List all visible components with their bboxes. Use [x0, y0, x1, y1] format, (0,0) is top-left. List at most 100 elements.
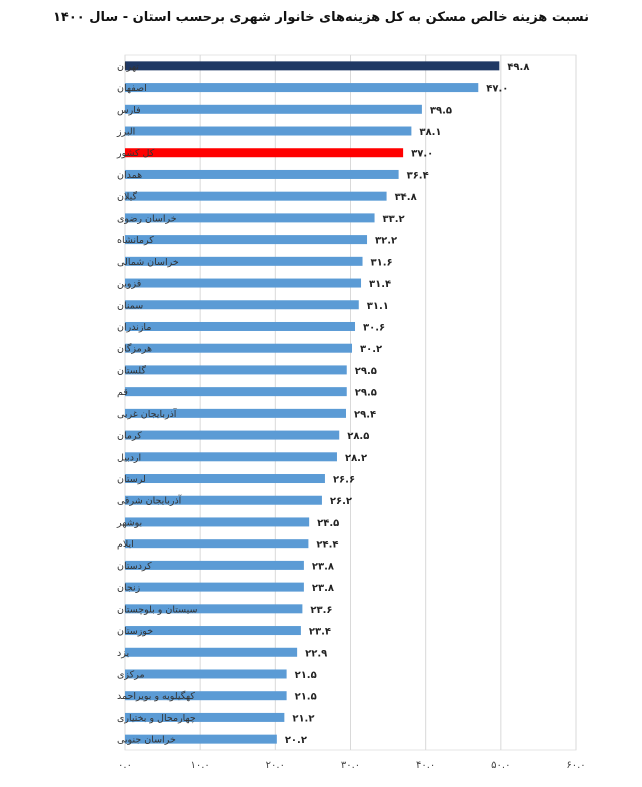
data-label: ۳۱.۴	[369, 279, 391, 290]
category-label: همدان	[117, 170, 142, 181]
data-label: ۴۹.۸	[507, 62, 529, 73]
category-label: کردستان	[117, 561, 152, 572]
category-label: کهگیلویه و بویراحمد	[117, 690, 195, 702]
x-tick-label: ۴۰.۰	[416, 760, 435, 771]
category-label: کرمانشاه	[117, 235, 154, 246]
data-label: ۳۰.۶	[363, 322, 385, 333]
category-label: مرکزی	[117, 669, 145, 680]
category-label: قم	[117, 387, 128, 398]
data-label: ۲۱.۲	[292, 713, 314, 724]
data-label: ۲۳.۶	[310, 605, 332, 616]
category-label: سیستان و بلوچستان	[117, 604, 197, 615]
bar	[125, 61, 500, 71]
x-tick-label: ۲۰.۰	[266, 760, 285, 771]
bar	[125, 213, 375, 223]
data-label: ۳۸.۱	[419, 127, 441, 138]
category-label: زنجان	[117, 583, 141, 594]
data-label: ۲۶.۲	[330, 496, 352, 507]
bar	[125, 126, 412, 136]
bar	[125, 517, 310, 527]
data-label: ۳۱.۱	[367, 301, 389, 312]
data-label: ۲۳.۸	[312, 561, 334, 572]
category-label: گیلان	[117, 191, 138, 203]
bar	[125, 712, 285, 722]
x-tick-label: ۰.۰	[118, 760, 132, 771]
category-label: آذربایجان شرقی	[117, 494, 182, 507]
data-label: ۳۴.۸	[395, 192, 417, 203]
data-label: ۳۱.۶	[371, 257, 393, 268]
bar	[125, 582, 304, 592]
bar	[125, 647, 298, 657]
category-label: اصفهان	[117, 83, 147, 94]
bar	[125, 452, 337, 462]
data-label: ۳۹.۵	[430, 105, 452, 116]
bar	[125, 83, 479, 93]
bar	[125, 300, 359, 310]
category-label: هرمزگان	[117, 343, 152, 355]
bar	[125, 321, 356, 331]
bar	[125, 539, 309, 549]
category-label: کل کشور	[116, 148, 155, 159]
category-label: چهارمحال و بختیاری	[117, 713, 196, 724]
bar	[125, 734, 277, 744]
data-label: ۲۳.۸	[312, 583, 334, 594]
x-tick-label: ۶۰.۰	[566, 760, 585, 771]
bar	[125, 387, 347, 397]
bar	[125, 430, 340, 440]
category-label: خراسان جنوبی	[117, 735, 176, 746]
category-label: لرستان	[117, 474, 146, 485]
data-label: ۲۶.۶	[333, 475, 355, 486]
bar	[125, 560, 304, 570]
bar	[125, 235, 368, 245]
category-label: خوزستان	[117, 626, 153, 637]
data-label: ۲۴.۴	[316, 540, 338, 551]
bar	[125, 365, 347, 375]
data-label: ۲۱.۵	[295, 670, 317, 681]
category-label: سمنان	[117, 300, 143, 311]
category-label: ایلام	[117, 539, 134, 550]
data-label: ۲۸.۲	[345, 453, 367, 464]
bar	[125, 104, 422, 114]
bar	[125, 669, 287, 679]
x-tick-label: ۵۰.۰	[491, 760, 510, 771]
data-label: ۲۹.۵	[355, 388, 377, 399]
category-label: تهران	[117, 61, 139, 72]
data-label: ۳۲.۲	[375, 236, 397, 247]
data-label: ۳۷.۰	[411, 149, 433, 160]
bar	[125, 256, 363, 266]
category-label: کرمان	[117, 431, 142, 442]
data-label: ۲۹.۴	[354, 409, 376, 420]
category-label: البرز	[116, 127, 135, 138]
bar	[125, 474, 325, 484]
category-label: فارس	[117, 105, 141, 116]
category-label: یزد	[117, 648, 129, 659]
bar	[125, 148, 404, 158]
data-label: ۲۲.۹	[305, 648, 327, 659]
bar	[125, 278, 362, 288]
data-label: ۳۶.۴	[407, 170, 429, 181]
bar	[125, 691, 287, 701]
category-label: گلستان	[117, 364, 146, 376]
category-label: خراسان شمالی	[117, 257, 179, 268]
data-label: ۲۸.۵	[347, 431, 369, 442]
data-label: ۲۱.۵	[295, 692, 317, 703]
category-label: بوشهر	[116, 517, 142, 528]
data-label: ۲۳.۴	[309, 627, 331, 638]
bar	[125, 408, 346, 418]
x-tick-label: ۱۰.۰	[191, 760, 210, 771]
x-tick-label: ۳۰.۰	[341, 760, 360, 771]
data-label: ۲۰.۲	[285, 735, 307, 746]
bar	[125, 169, 399, 179]
category-label: اردبیل	[117, 452, 141, 463]
category-label: آذربایجان غربی	[117, 407, 177, 420]
bar	[125, 604, 303, 614]
data-label: ۴۷.۰	[486, 84, 508, 95]
data-label: ۲۹.۵	[355, 366, 377, 377]
bar	[125, 343, 353, 353]
category-label: خراسان رضوی	[117, 213, 177, 224]
data-label: ۲۴.۵	[317, 518, 339, 529]
data-label: ۳۳.۲	[383, 214, 405, 225]
category-label: قزوین	[117, 279, 141, 290]
data-label: ۳۰.۲	[360, 344, 382, 355]
